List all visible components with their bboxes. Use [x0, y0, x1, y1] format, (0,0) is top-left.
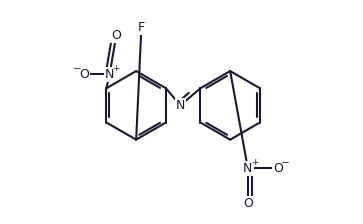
Text: N: N [243, 162, 253, 175]
Text: F: F [138, 22, 145, 34]
Text: −: − [73, 64, 82, 74]
Text: +: + [113, 64, 120, 73]
Text: N: N [176, 99, 185, 112]
Text: −: − [281, 158, 289, 168]
Text: O: O [243, 197, 253, 210]
Text: O: O [273, 162, 283, 175]
Text: +: + [251, 158, 258, 167]
Text: O: O [79, 68, 89, 81]
Text: N: N [105, 68, 114, 81]
Text: O: O [111, 29, 121, 42]
